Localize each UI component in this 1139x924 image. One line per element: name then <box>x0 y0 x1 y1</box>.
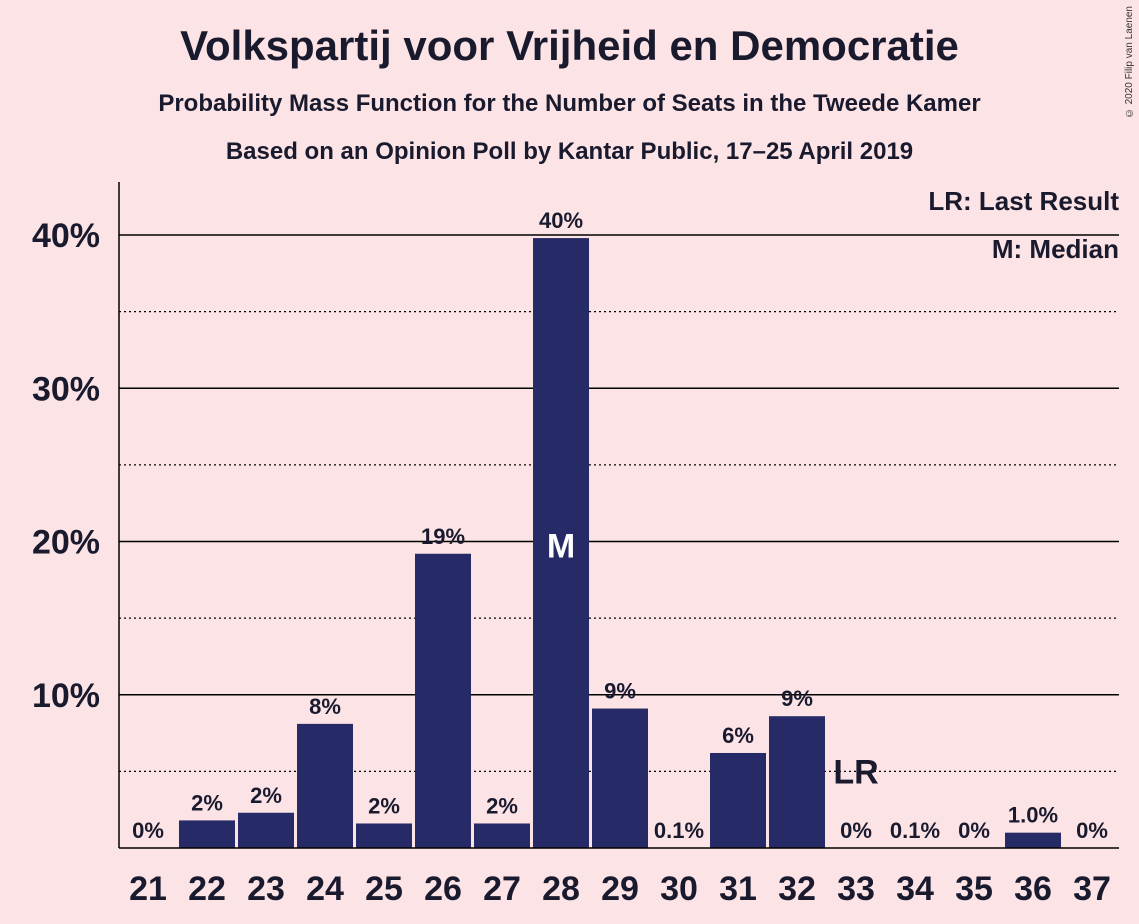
y-tick-label: 30% <box>32 370 100 408</box>
data-label-33: 0% <box>840 818 872 843</box>
bar-36 <box>1005 832 1061 848</box>
data-label-22: 2% <box>191 790 223 815</box>
x-tick-label: 23 <box>247 870 285 908</box>
x-tick-label: 36 <box>1014 870 1052 908</box>
bar-25 <box>356 823 412 848</box>
bar-31 <box>710 752 766 848</box>
data-label-29: 9% <box>604 679 636 704</box>
data-label-21: 0% <box>132 818 164 843</box>
chart-subtitle: Probability Mass Function for the Number… <box>158 90 981 117</box>
data-label-35: 0% <box>958 818 990 843</box>
data-label-28: 40% <box>539 208 583 233</box>
x-tick-label: 31 <box>719 870 757 908</box>
data-label-34: 0.1% <box>890 818 940 843</box>
x-tick-label: 27 <box>483 870 521 908</box>
x-tick-label: 26 <box>424 870 462 908</box>
median-marker: M <box>547 528 575 566</box>
data-label-24: 8% <box>309 694 341 719</box>
chart-source: Based on an Opinion Poll by Kantar Publi… <box>225 138 914 165</box>
data-label-32: 9% <box>781 686 813 711</box>
x-tick-label: 21 <box>129 870 167 908</box>
bar-24 <box>297 723 353 848</box>
data-label-23: 2% <box>250 783 282 808</box>
data-label-37: 0% <box>1076 818 1108 843</box>
bar-29 <box>592 708 648 848</box>
bar-32 <box>769 716 825 848</box>
data-label-27: 2% <box>486 793 518 818</box>
x-tick-label: 32 <box>778 870 816 908</box>
bar-28 <box>533 238 589 848</box>
y-tick-label: 40% <box>32 217 100 255</box>
x-tick-label: 24 <box>306 870 344 908</box>
data-label-36: 1.0% <box>1008 803 1058 828</box>
data-label-31: 6% <box>722 723 754 748</box>
legend-last-result: LR: Last Result <box>928 186 1119 216</box>
chart-title: Volkspartij voor Vrijheid en Democratie <box>180 22 959 69</box>
x-tick-label: 35 <box>955 870 993 908</box>
x-tick-label: 22 <box>188 870 226 908</box>
y-tick-label: 20% <box>32 524 100 562</box>
x-tick-label: 30 <box>660 870 698 908</box>
legend-median: M: Median <box>991 234 1119 264</box>
data-label-25: 2% <box>368 793 400 818</box>
bar-27 <box>474 823 530 848</box>
bar-23 <box>238 812 294 848</box>
data-label-30: 0.1% <box>654 818 704 843</box>
x-tick-label: 34 <box>896 870 934 908</box>
x-tick-label: 37 <box>1073 870 1111 908</box>
x-tick-label: 29 <box>601 870 639 908</box>
y-tick-label: 10% <box>32 677 100 715</box>
last-result-marker: LR <box>833 753 878 791</box>
data-label-26: 19% <box>421 524 465 549</box>
x-tick-label: 25 <box>365 870 403 908</box>
x-tick-label: 28 <box>542 870 580 908</box>
bar-26 <box>415 553 471 848</box>
x-tick-label: 33 <box>837 870 875 908</box>
bar-22 <box>179 820 235 848</box>
